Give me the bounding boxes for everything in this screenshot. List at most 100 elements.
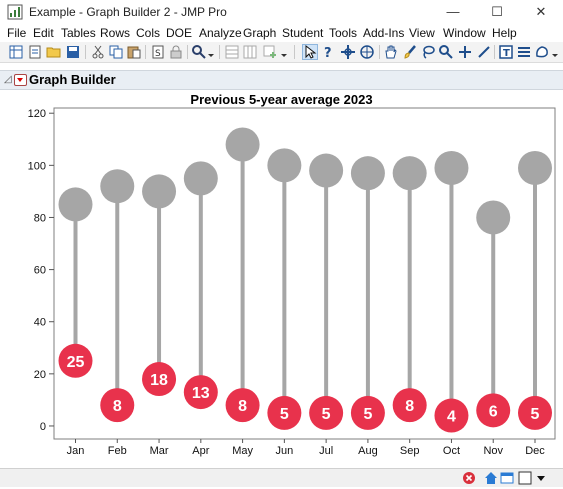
menu-file[interactable]: File (7, 26, 27, 40)
table-icon[interactable] (224, 44, 240, 60)
menu-window[interactable]: Window (443, 26, 486, 40)
window-title: Example - Graph Builder 2 - JMP Pro (29, 5, 227, 19)
data-label: 5 (531, 406, 540, 423)
current-year-point (267, 395, 302, 430)
title-bar: Example - Graph Builder 2 - JMP Pro — ☐ … (0, 0, 563, 24)
lock-icon[interactable] (168, 44, 184, 60)
menu-doe[interactable]: DOE (166, 26, 193, 40)
stop-icon[interactable] (462, 471, 476, 485)
y-tick-label: 20 (34, 369, 46, 381)
data-label: 18 (150, 372, 168, 389)
x-tick-label: Oct (443, 445, 460, 457)
add-icon[interactable] (262, 44, 278, 60)
average-point (267, 148, 302, 183)
list-icon[interactable] (516, 44, 532, 60)
y-tick-label: 80 (34, 212, 46, 224)
svg-text:T: T (503, 48, 510, 59)
average-point (100, 169, 135, 204)
help-pointer-icon[interactable]: ? (321, 44, 337, 61)
toolbar: S ? T (0, 42, 563, 63)
arrow-pointer-icon[interactable] (302, 44, 318, 60)
dropdown-icon[interactable] (551, 44, 559, 60)
menu-bar: File Edit Tables Rows Cols DOE Analyze G… (0, 24, 563, 42)
current-year-point (225, 388, 260, 423)
dropdown-icon[interactable] (534, 471, 548, 485)
average-point (434, 150, 469, 185)
menu-add-ins[interactable]: Add-Ins (363, 26, 405, 40)
close-button[interactable]: ✕ (535, 4, 547, 19)
menu-edit[interactable]: Edit (33, 26, 54, 40)
y-tick-label: 40 (34, 317, 46, 329)
lollipop-marks: 25 8 18 13 8 5 5 5 8 4 6 5 (58, 127, 552, 433)
menu-cols[interactable]: Cols (136, 26, 161, 40)
x-tick-label: Feb (108, 445, 127, 457)
data-label: 8 (238, 398, 247, 415)
hand-icon[interactable] (383, 44, 399, 60)
x-tick-label: Mar (150, 445, 169, 457)
average-point (350, 156, 385, 191)
data-label: 5 (280, 406, 289, 423)
chart-title: Previous 5-year average 2023 (190, 92, 373, 107)
data-label: 25 (67, 354, 85, 371)
maximize-button[interactable]: ☐ (491, 4, 503, 19)
menu-tools[interactable]: Tools (329, 26, 358, 40)
menu-help[interactable]: Help (492, 26, 517, 40)
red-triangle-menu-icon[interactable] (14, 74, 27, 86)
target-icon[interactable] (359, 44, 375, 60)
x-tick-label: May (232, 445, 253, 457)
menu-analyze[interactable]: Analyze (199, 26, 242, 40)
y-axis: 0 20 40 60 80 100 120 (28, 108, 54, 433)
menu-student[interactable]: Student (282, 26, 324, 40)
menu-rows[interactable]: Rows (100, 26, 131, 40)
plus-icon[interactable] (457, 44, 473, 60)
outline-title: Graph Builder (29, 72, 116, 87)
cut-icon[interactable] (90, 44, 106, 60)
brush-icon[interactable] (402, 44, 418, 60)
y-tick-label: 120 (28, 108, 46, 120)
open-icon[interactable] (46, 44, 62, 60)
x-tick-label: Apr (192, 445, 209, 457)
shape-icon[interactable] (534, 44, 550, 60)
layout-icon[interactable] (518, 471, 532, 485)
magnifier-icon[interactable] (438, 44, 454, 60)
x-tick-label: Dec (525, 445, 545, 457)
current-year-point (100, 388, 135, 423)
average-point (58, 187, 93, 222)
y-tick-label: 60 (34, 265, 46, 277)
new-data-table-icon[interactable] (8, 44, 24, 60)
search-icon[interactable] (191, 44, 207, 60)
copy-icon[interactable] (108, 44, 124, 60)
x-tick-label: Jun (275, 445, 293, 457)
current-year-point (518, 395, 552, 430)
line-icon[interactable] (476, 44, 492, 60)
data-label: 5 (322, 406, 331, 423)
average-point (183, 161, 218, 196)
lasso-icon[interactable] (420, 44, 436, 60)
x-tick-label: Sep (400, 445, 420, 457)
new-script-icon[interactable] (27, 44, 43, 60)
x-tick-label: Jan (67, 445, 85, 457)
current-year-point (183, 375, 218, 410)
save-icon[interactable] (65, 44, 81, 60)
collapse-triangle-icon[interactable]: ◿ (4, 74, 12, 85)
menu-view[interactable]: View (409, 26, 435, 40)
paste-icon[interactable] (126, 44, 142, 60)
window-list-icon[interactable] (500, 471, 514, 485)
x-tick-label: Nov (483, 445, 503, 457)
dropdown-icon[interactable] (207, 44, 215, 60)
average-point (309, 153, 344, 188)
status-bar (0, 468, 563, 487)
script-icon[interactable]: S (150, 44, 166, 60)
columns-icon[interactable] (242, 44, 258, 60)
annotate-icon[interactable]: T (498, 44, 514, 60)
home-icon[interactable] (484, 471, 498, 485)
menu-tables[interactable]: Tables (61, 26, 96, 40)
graph-builder-outline-header[interactable]: ◿ Graph Builder (0, 70, 563, 90)
crosshair-icon[interactable] (340, 44, 356, 60)
dropdown-icon[interactable] (280, 44, 288, 60)
jmp-app-icon (7, 4, 23, 20)
x-axis: Jan Feb Mar Apr May Jun Jul Aug Sep Oct Nov Dec (67, 439, 545, 457)
average-point (476, 200, 511, 235)
menu-graph[interactable]: Graph (243, 26, 277, 40)
minimize-button[interactable]: — (446, 4, 460, 19)
